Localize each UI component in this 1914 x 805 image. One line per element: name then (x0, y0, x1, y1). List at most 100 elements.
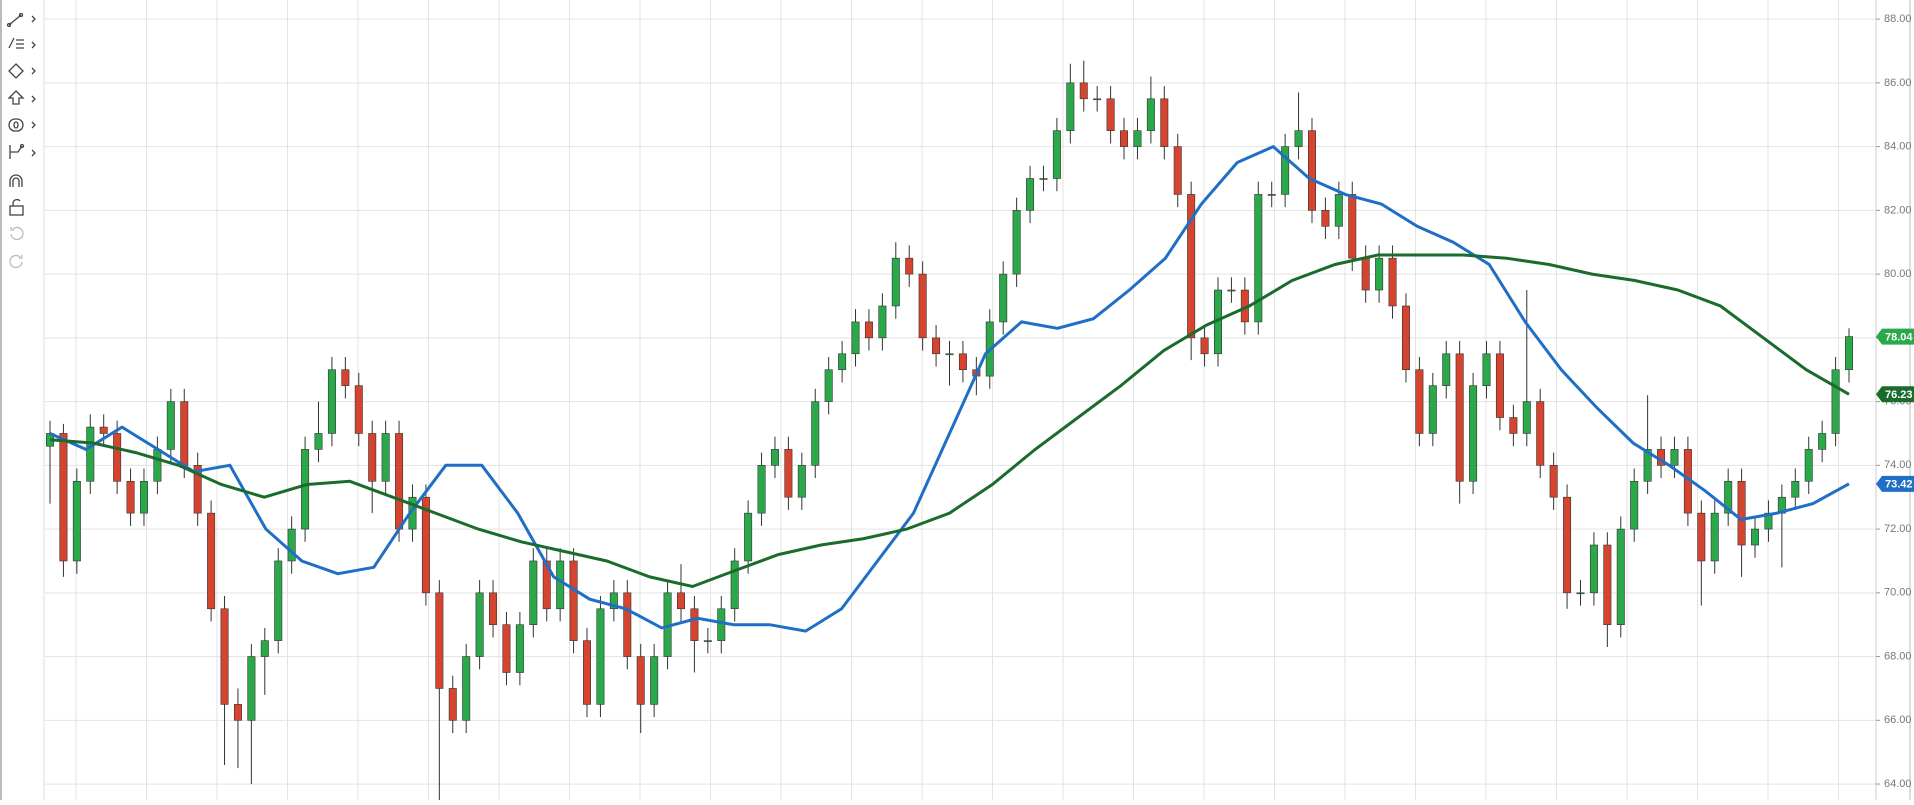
candle-body (193, 465, 202, 514)
candle-body (650, 656, 659, 705)
candle-body (677, 592, 685, 610)
candle-body (1348, 194, 1357, 259)
candle-body (1079, 82, 1088, 100)
candle-body (1187, 194, 1196, 339)
price-badge: 78.04 (1876, 328, 1914, 345)
candle-body (327, 369, 336, 434)
tool-fib[interactable] (8, 37, 36, 49)
candle-body (489, 592, 498, 626)
candle-body (636, 656, 645, 705)
candle-body (838, 353, 847, 371)
candle-body (1173, 146, 1182, 195)
candle-body (1603, 544, 1612, 626)
tool-text[interactable] (8, 118, 36, 132)
candle-body (1616, 528, 1625, 626)
y-tick-label: 64.00 (1884, 778, 1912, 790)
candle-body (1576, 592, 1585, 595)
tool-magnet[interactable] (9, 174, 23, 187)
candle-body (341, 369, 350, 386)
candle-body (207, 512, 216, 610)
candle-body (797, 465, 806, 498)
candle-body (905, 257, 914, 275)
candle-body (72, 480, 81, 562)
price-badge: 73.42 (1876, 475, 1914, 492)
candle-body (744, 512, 753, 562)
candle-body (958, 353, 967, 371)
candle-body (529, 560, 538, 626)
toolbar (6, 12, 36, 269)
candle-body (180, 401, 189, 466)
candle-body (1804, 449, 1813, 482)
tool-measure[interactable] (9, 143, 36, 160)
candle-body (1160, 98, 1169, 147)
candle-body (1818, 433, 1827, 450)
candle-body (703, 640, 712, 642)
candle-body (770, 449, 779, 466)
candle-body (139, 480, 148, 514)
y-tick-label: 74.00 (1884, 459, 1912, 471)
tool-arrow[interactable] (7, 90, 36, 105)
candle-body (448, 688, 457, 721)
badge-shape (1876, 328, 1914, 345)
candle-body (1737, 480, 1746, 546)
tool-shape[interactable] (8, 63, 36, 79)
y-tick-label: 72.00 (1884, 523, 1912, 535)
candle-body (1643, 449, 1652, 482)
candle-body (891, 257, 900, 307)
tool-lock[interactable] (9, 198, 24, 216)
y-tick-label: 68.00 (1884, 650, 1912, 662)
candle-body (717, 608, 726, 641)
candle-body (435, 592, 444, 689)
candle-body (153, 449, 162, 482)
candle-body (354, 385, 363, 434)
y-tick-label: 84.00 (1884, 141, 1912, 153)
candle-body (1509, 417, 1518, 434)
tool-undo[interactable] (10, 226, 24, 241)
candle-body (368, 433, 377, 482)
candle-body (757, 465, 766, 514)
badge-label: 76.23 (1885, 389, 1913, 401)
candle-body (932, 337, 941, 355)
tool-redo[interactable] (9, 254, 23, 269)
candle-body (1267, 194, 1276, 196)
candle-body (220, 608, 229, 705)
candle-body (314, 433, 323, 450)
candle-body (1361, 257, 1370, 291)
candle-body (556, 560, 565, 610)
candle-body (515, 624, 524, 673)
moving-average (49, 253, 1850, 589)
candle-body (1281, 146, 1290, 195)
candle-body (811, 401, 820, 466)
candle-body (1522, 401, 1531, 434)
candle-body (166, 401, 175, 450)
candle-body (1415, 369, 1424, 434)
candle-body (878, 305, 887, 339)
tool-line[interactable] (6, 12, 36, 28)
candle-body (1563, 496, 1572, 594)
candle-body (1066, 82, 1075, 131)
candle-body (1227, 289, 1236, 292)
candle-body (1455, 353, 1464, 482)
badge-label: 78.04 (1885, 331, 1913, 343)
candle-body (502, 624, 511, 673)
candle-body (1482, 353, 1491, 386)
candle-body (1670, 449, 1679, 466)
candle-body (1845, 336, 1853, 371)
candle-body (1307, 130, 1316, 211)
candle-body (1536, 401, 1545, 466)
candle-body (609, 592, 618, 610)
candle-body (583, 640, 592, 705)
badge-label: 73.42 (1885, 479, 1913, 491)
candle-body (301, 449, 310, 530)
candle-body (784, 449, 793, 498)
moving-average (49, 144, 1850, 633)
candle-body (542, 560, 551, 610)
candle-body (475, 592, 484, 657)
candle-body (86, 426, 95, 482)
candle-body (1052, 130, 1061, 179)
y-tick-label: 66.00 (1884, 714, 1912, 726)
price-badge: 76.23 (1876, 386, 1914, 403)
candle-body (395, 433, 404, 530)
candle-body (1724, 480, 1733, 514)
candle-body (260, 640, 269, 657)
